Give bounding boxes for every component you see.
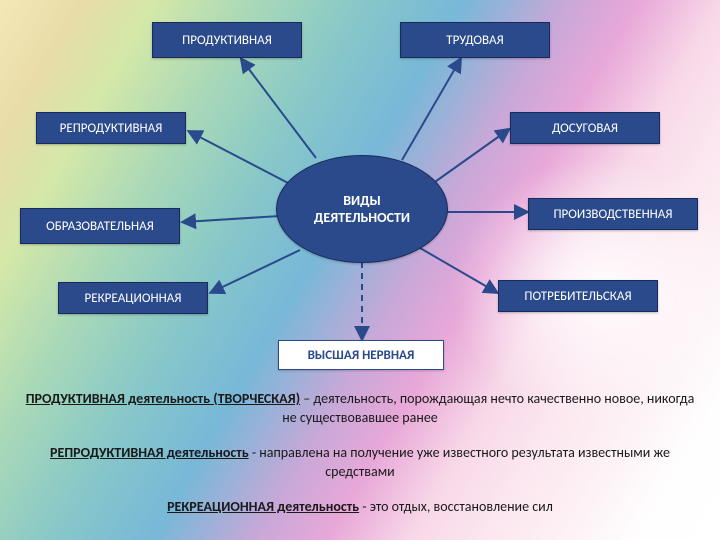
node-vysshaya: ВЫСШАЯ НЕРВНАЯ (278, 340, 444, 370)
node-reproduktivnaya: РЕПРОДУКТИВНАЯ (36, 112, 186, 144)
node-potrebitelskaya: ПОТРЕБИТЕЛЬСКАЯ (498, 280, 658, 312)
node-proizvodstvennaya: ПРОИЗВОДСТВЕННАЯ (528, 198, 698, 230)
node-trudovaya: ТРУДОВАЯ (400, 22, 550, 58)
definition-term: ПРОДУКТИВНАЯ деятельность (ТВОРЧЕСКАЯ) (26, 390, 300, 407)
definition-3: РЕКРЕАЦИОННАЯ деятельность - это отдых, … (24, 498, 696, 517)
node-obrazovatelnaya: ОБРАЗОВАТЕЛЬНАЯ (20, 208, 180, 244)
node-rekreatsionnaya: РЕКРЕАЦИОННАЯ (58, 282, 208, 314)
definition-2: РЕПРОДУКТИВНАЯ деятельность - направлена… (24, 444, 696, 482)
node-dosugovaya: ДОСУГОВАЯ (510, 112, 660, 144)
definition-1: ПРОДУКТИВНАЯ деятельность (ТВОРЧЕСКАЯ) –… (24, 390, 696, 428)
definition-term: РЕПРОДУКТИВНАЯ деятельность (50, 444, 249, 461)
node-produktivnaya: ПРОДУКТИВНАЯ (152, 22, 302, 58)
definition-term: РЕКРЕАЦИОННАЯ деятельность (167, 498, 359, 515)
center-node: ВИДЫДЕЯТЕЛЬНОСТИ (276, 155, 448, 263)
